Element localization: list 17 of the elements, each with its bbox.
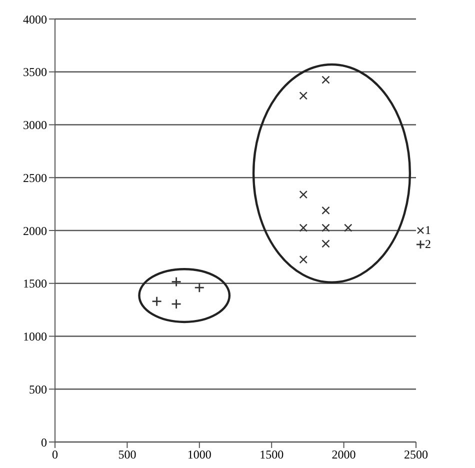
x-tick-label: 0	[52, 448, 58, 462]
y-tick-label: 500	[29, 382, 47, 396]
x-tick-label: 1000	[187, 448, 212, 462]
legend-label: 1	[425, 223, 431, 237]
y-tick-label: 4000	[23, 12, 47, 26]
y-tick-label: 0	[41, 435, 47, 450]
x-tick-label: 2500	[404, 448, 428, 462]
y-tick-label: 2500	[23, 170, 47, 185]
x-tick-label: 2000	[332, 448, 356, 462]
y-tick-label: 3000	[23, 118, 47, 132]
y-tick-label: 1500	[23, 276, 47, 291]
y-tick-label: 2000	[23, 224, 47, 238]
y-tick-label: 3500	[23, 65, 47, 80]
x-tick-label: 1500	[260, 448, 284, 462]
y-tick-label: 1000	[23, 330, 47, 344]
legend-label: 2	[425, 237, 431, 251]
x-tick-label: 500	[118, 448, 136, 462]
